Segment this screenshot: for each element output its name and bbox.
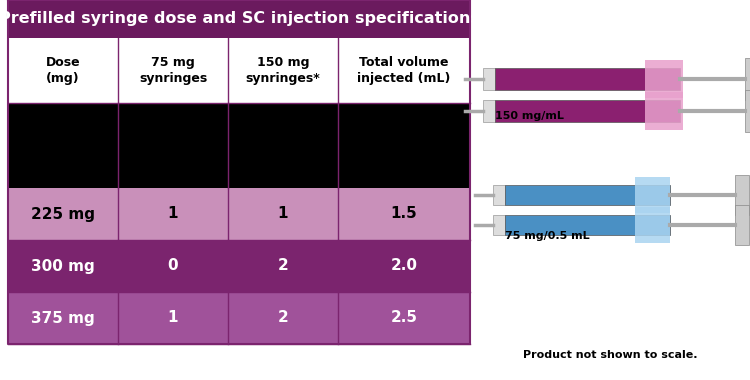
Text: 0: 0 <box>168 258 178 274</box>
FancyBboxPatch shape <box>8 103 470 188</box>
FancyBboxPatch shape <box>745 90 750 132</box>
FancyBboxPatch shape <box>505 215 670 235</box>
FancyBboxPatch shape <box>645 92 683 130</box>
Text: 2: 2 <box>278 310 288 326</box>
Text: 150 mg/mL: 150 mg/mL <box>495 111 564 121</box>
Text: 2.5: 2.5 <box>391 310 418 326</box>
FancyBboxPatch shape <box>493 185 505 205</box>
Text: 225 mg: 225 mg <box>31 206 95 222</box>
FancyBboxPatch shape <box>483 100 495 122</box>
FancyBboxPatch shape <box>8 0 470 38</box>
Text: 1.5: 1.5 <box>391 206 417 222</box>
FancyBboxPatch shape <box>645 60 683 98</box>
Text: 1: 1 <box>168 310 178 326</box>
FancyBboxPatch shape <box>735 205 749 245</box>
FancyBboxPatch shape <box>8 188 470 240</box>
Text: Dose
(mg): Dose (mg) <box>46 56 80 85</box>
Text: Total volume
injected (mL): Total volume injected (mL) <box>357 56 451 85</box>
Text: 150 mg
synringes*: 150 mg synringes* <box>246 56 320 85</box>
Text: 2.0: 2.0 <box>391 258 418 274</box>
FancyBboxPatch shape <box>505 185 670 205</box>
Text: 1: 1 <box>168 206 178 222</box>
FancyBboxPatch shape <box>495 68 680 90</box>
Text: 2: 2 <box>278 258 288 274</box>
Text: 300 mg: 300 mg <box>31 258 94 274</box>
FancyBboxPatch shape <box>495 100 680 122</box>
FancyBboxPatch shape <box>8 292 470 344</box>
FancyBboxPatch shape <box>493 215 505 235</box>
FancyBboxPatch shape <box>8 240 470 292</box>
FancyBboxPatch shape <box>745 58 750 100</box>
FancyBboxPatch shape <box>735 175 749 215</box>
FancyBboxPatch shape <box>635 207 670 243</box>
FancyBboxPatch shape <box>8 38 470 103</box>
Text: 75 mg
synringes: 75 mg synringes <box>139 56 207 85</box>
Text: 375 mg: 375 mg <box>31 310 94 326</box>
Text: 75 mg/0.5 mL: 75 mg/0.5 mL <box>505 231 590 241</box>
FancyBboxPatch shape <box>483 68 495 90</box>
Text: 1: 1 <box>278 206 288 222</box>
FancyBboxPatch shape <box>635 177 670 213</box>
Text: Product not shown to scale.: Product not shown to scale. <box>523 350 698 360</box>
Text: Prefilled syringe dose and SC injection specifications: Prefilled syringe dose and SC injection … <box>0 11 479 27</box>
